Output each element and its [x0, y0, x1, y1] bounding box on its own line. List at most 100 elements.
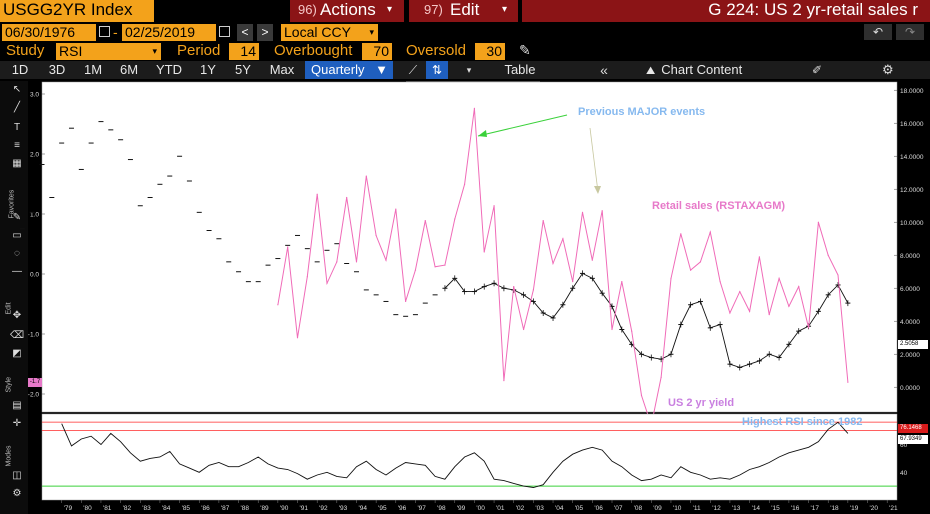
retail-sales-point [660, 376, 662, 378]
tab-1y[interactable]: 1Y [200, 62, 216, 77]
retail-sales-point [709, 231, 711, 233]
start-calendar-icon[interactable] [99, 26, 110, 37]
table-button[interactable]: Table [504, 62, 536, 77]
frequency-select[interactable]: Quarterly ▼ [305, 61, 393, 79]
tab-5y[interactable]: 5Y [235, 62, 251, 77]
edit-chart-icon[interactable]: ✐ [812, 63, 823, 77]
left-axis-tick-label: 1.0 [30, 212, 39, 219]
retail-sales-point [748, 310, 751, 312]
retail-sales-point [444, 264, 446, 266]
retail-sales-point [395, 208, 397, 210]
right-axis-tick-label: 2.0000 [900, 352, 920, 359]
x-axis-tick-label: '96 [398, 505, 407, 512]
x-axis-tick-label: '97 [417, 505, 426, 512]
end-date-field[interactable]: 02/25/2019 [122, 24, 216, 41]
retail-sales-point [631, 330, 633, 332]
text-tool-icon[interactable]: T [13, 122, 21, 133]
retail-sales-point [355, 261, 358, 263]
actions-menu[interactable]: 96) Actions ▾ [290, 0, 404, 22]
news-tool[interactable]: News [486, 84, 502, 90]
retail-sales-point [385, 259, 387, 261]
currency-select[interactable]: Local CCY ▾ [281, 24, 378, 41]
left-axis-tick-label: -1.0 [28, 332, 40, 339]
date-separator: - [113, 24, 118, 40]
rsi-axis-tick-label: 40 [900, 470, 908, 477]
price-panel: 3.0 2.0 1.0 0.0 -1.0 -2.0 18.0000 16.0000 14.000… [10, 81, 924, 428]
x-axis-tick-label: '11 [693, 505, 701, 512]
mode-b-icon[interactable]: ⚙ [12, 488, 22, 499]
retail-sales-point [306, 276, 308, 278]
reset-button[interactable]: Reset [508, 94, 540, 106]
x-axis-tick-label: '83 [142, 505, 151, 512]
edit-caret-icon: ▾ [502, 4, 508, 15]
retail-sales-point [503, 380, 505, 382]
reset-label: Reset [516, 97, 532, 103]
zoom-tool[interactable]: Zoom [516, 84, 532, 90]
x-axis-tick-label: '03 [535, 505, 544, 512]
mode-a-icon[interactable]: ◫ [12, 470, 22, 481]
tab-3d[interactable]: 3D [48, 62, 66, 77]
annotation-major-events: Previous MAJOR events [578, 106, 706, 118]
chart-content-button[interactable]: ⛰ Chart Content [646, 61, 766, 79]
chart-type-caret-icon[interactable]: ▾ [466, 65, 472, 75]
retail-sales-point [424, 220, 426, 222]
retail-sales-point [611, 328, 613, 331]
end-calendar-icon[interactable] [219, 26, 230, 37]
rectangle-tool-icon[interactable]: ▭ [12, 230, 22, 241]
toolbar-back-icon[interactable]: ↶ [864, 24, 892, 40]
edit-menu[interactable]: 97) Edit ▾ [409, 0, 518, 22]
right-axis-tick-label: 10.0000 [900, 220, 924, 227]
ticker-field[interactable]: USGG2YR Index [0, 0, 154, 22]
period-label: Period [177, 42, 221, 59]
color-icon[interactable]: ◩ [12, 348, 22, 359]
crosshair-icon[interactable]: ✛ [12, 418, 22, 429]
annotate-tool[interactable]: Annotate [450, 84, 475, 90]
track-tool[interactable]: Track [418, 84, 433, 90]
study-select[interactable]: RSI ▾ [56, 43, 161, 60]
tab-max[interactable]: Max [269, 62, 295, 77]
arrow-to-2006-line [589, 127, 599, 193]
tab-6m[interactable]: 6M [119, 62, 139, 77]
retail-sales-point [454, 218, 456, 220]
hline-tool-icon[interactable]: — [12, 266, 22, 277]
tab-1m[interactable]: 1M [83, 62, 103, 77]
edit-number: 97) [424, 2, 443, 17]
move-icon[interactable]: ✥ [12, 310, 22, 321]
next-range-button[interactable]: > [257, 24, 273, 41]
x-axis-tick-label: '86 [201, 505, 210, 512]
collapse-icon[interactable]: « [600, 62, 608, 78]
overbought-input[interactable]: 70 [362, 43, 392, 60]
start-date-field[interactable]: 06/30/1976 [2, 24, 96, 41]
oversold-input[interactable]: 30 [475, 43, 505, 60]
tab-1d[interactable]: 1D [11, 62, 29, 77]
x-axis-tick-label: '10 [673, 505, 682, 512]
retail-sales-line [277, 108, 849, 428]
x-axis-tick-label: '81 [103, 505, 112, 512]
toolbar-forward-icon[interactable]: ↷ [896, 24, 924, 40]
retail-sales-point [817, 221, 819, 223]
rsi-high-marker: 76.1468 [898, 424, 928, 433]
brush-icon[interactable]: ✎ [12, 212, 22, 223]
period-input[interactable]: 14 [229, 43, 259, 60]
bar-chart-icon[interactable]: ⇅ [426, 61, 448, 79]
retail-sales-point [316, 193, 318, 195]
retail-sales-point [483, 251, 485, 253]
tab-ytd[interactable]: YTD [156, 62, 182, 77]
actions-label: Actions [320, 0, 376, 19]
eraser-icon[interactable]: ⌫ [10, 330, 25, 341]
layer-icon[interactable]: ▤ [12, 400, 22, 411]
retail-sales-point [847, 381, 849, 383]
settings-gear-icon[interactable]: ⚙ [882, 62, 894, 77]
ellipse-tool-icon[interactable]: ◌ [14, 248, 20, 259]
fib-tool-icon[interactable]: ≡ [14, 140, 20, 151]
retail-sales-point [719, 281, 721, 283]
line-draw-icon[interactable]: ╱ [13, 102, 21, 113]
prev-range-button[interactable]: < [237, 24, 253, 41]
channel-tool-icon[interactable]: ▦ [12, 158, 22, 169]
x-axis-tick-label: '92 [319, 505, 328, 512]
x-axis-tick-label: '13 [732, 505, 741, 512]
cursor-icon[interactable]: ↖ [12, 84, 22, 95]
retail-sales-point [365, 175, 367, 177]
line-chart-icon[interactable]: ⟋ [408, 63, 418, 77]
pencil-icon[interactable]: ✎ [519, 42, 531, 58]
